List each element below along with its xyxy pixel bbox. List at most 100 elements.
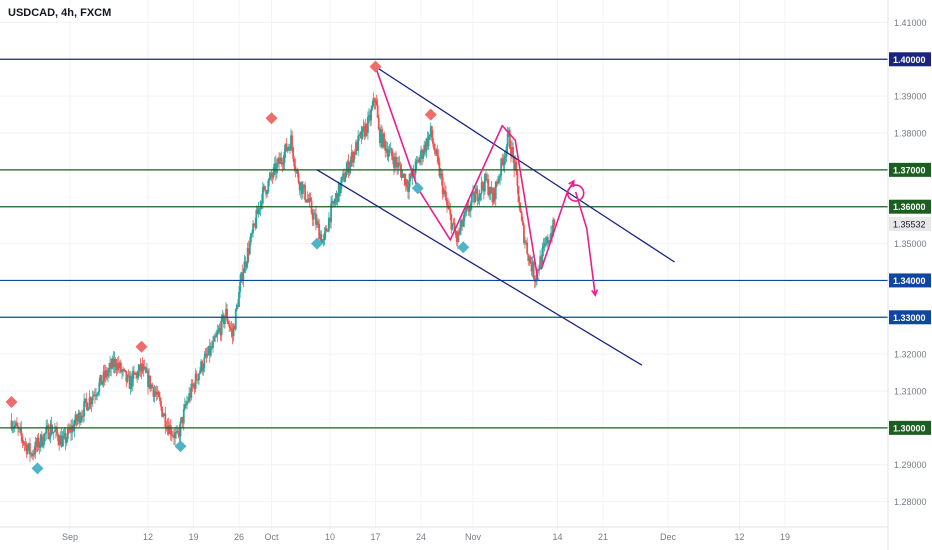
candle-body bbox=[135, 373, 137, 375]
pivot-markers bbox=[5, 60, 470, 475]
candle-body bbox=[510, 148, 512, 156]
candle-body bbox=[526, 242, 529, 254]
candle-body bbox=[40, 434, 43, 447]
candle-body bbox=[102, 371, 105, 382]
candle-body bbox=[259, 201, 262, 210]
candle-body bbox=[22, 441, 25, 444]
candle-body bbox=[373, 98, 376, 103]
candle-body bbox=[143, 366, 146, 368]
candle-body bbox=[420, 150, 422, 158]
candle-body bbox=[308, 198, 311, 202]
candle-body bbox=[330, 203, 332, 223]
candle-body bbox=[289, 146, 291, 151]
time-tick-label: 10 bbox=[325, 532, 335, 542]
candle-body bbox=[76, 418, 79, 422]
time-tick-label: Dec bbox=[660, 532, 677, 542]
candle-body bbox=[218, 328, 221, 330]
candle-body bbox=[352, 152, 355, 163]
candle-body bbox=[96, 394, 98, 396]
candle-body bbox=[163, 413, 166, 416]
price-tick-label: 1.31000 bbox=[894, 387, 927, 397]
candle-body bbox=[485, 174, 487, 180]
candle-body bbox=[402, 173, 405, 175]
candle-body bbox=[36, 437, 39, 447]
pivot-low-marker bbox=[174, 440, 187, 453]
candle-body bbox=[176, 431, 179, 433]
candle-body bbox=[107, 372, 109, 377]
candle-body bbox=[21, 435, 24, 442]
candle-body bbox=[551, 232, 553, 236]
candle-body bbox=[281, 162, 284, 165]
candle-body bbox=[351, 152, 354, 163]
level-price-label: 1.36000 bbox=[893, 202, 926, 212]
candle-body bbox=[463, 212, 466, 221]
candle-body bbox=[377, 117, 380, 130]
price-axis[interactable]: 1.28000 1.29000 1.31000 1.32000 1.35000 1.380… bbox=[887, 0, 932, 550]
candle-body bbox=[124, 369, 127, 372]
candle-body bbox=[514, 161, 517, 170]
candle-body bbox=[473, 191, 475, 203]
time-axis[interactable]: Sep 12 19 26 Oct 10 17 24 Nov 14 21 Dec 12 19 bbox=[0, 526, 888, 542]
price-tick-label: 1.35000 bbox=[894, 239, 927, 249]
candle-body bbox=[43, 434, 45, 445]
candle-body bbox=[362, 126, 365, 128]
candle-body bbox=[436, 149, 439, 157]
level-price-label: 1.30000 bbox=[893, 423, 926, 433]
candle-body bbox=[527, 253, 530, 262]
candle-body bbox=[539, 256, 542, 270]
candle-body bbox=[417, 159, 420, 163]
candle-body bbox=[479, 193, 482, 195]
candle-body bbox=[283, 151, 286, 163]
candle-body bbox=[268, 177, 271, 181]
candle-body bbox=[321, 240, 324, 244]
candle-body bbox=[380, 129, 382, 144]
candle-body bbox=[127, 375, 130, 377]
candle-body bbox=[467, 205, 470, 212]
candle-body bbox=[282, 162, 285, 165]
candle-body bbox=[494, 181, 497, 200]
candle-body bbox=[395, 156, 397, 163]
candle-body bbox=[476, 188, 479, 201]
candle-body bbox=[318, 223, 321, 240]
time-tick-label: 12 bbox=[143, 532, 153, 542]
candle-body bbox=[77, 412, 80, 419]
pivot-high-marker bbox=[265, 112, 278, 125]
chart-grid bbox=[0, 0, 888, 530]
candle-body bbox=[120, 362, 122, 372]
candle-body bbox=[515, 161, 518, 172]
candle-body bbox=[101, 381, 104, 385]
candle-body bbox=[121, 371, 123, 373]
candle-body bbox=[329, 217, 331, 223]
candle-body bbox=[144, 367, 147, 373]
level-price-label: 1.40000 bbox=[893, 55, 926, 65]
candle-body bbox=[528, 256, 531, 262]
time-tick-label: 19 bbox=[188, 532, 198, 542]
candle-body bbox=[287, 146, 290, 148]
candle-body bbox=[44, 433, 46, 435]
candle-body bbox=[378, 129, 381, 144]
candle-body bbox=[170, 434, 173, 436]
candle-body bbox=[125, 371, 128, 382]
candle-body bbox=[60, 435, 63, 447]
candle-body bbox=[319, 234, 322, 240]
candle-body bbox=[524, 241, 526, 243]
candle-body bbox=[445, 191, 447, 201]
candle-body bbox=[195, 373, 198, 380]
candle-body bbox=[64, 433, 67, 444]
candle-body bbox=[147, 370, 149, 387]
candle-body bbox=[412, 168, 415, 174]
candle-body bbox=[183, 404, 186, 410]
candle-body bbox=[426, 138, 429, 147]
candle-body bbox=[133, 371, 135, 373]
candle-body bbox=[552, 219, 555, 236]
candle-body bbox=[58, 441, 61, 446]
candle-body bbox=[298, 182, 301, 191]
candle-body bbox=[331, 200, 334, 204]
candle-body bbox=[189, 393, 192, 398]
candle-body bbox=[42, 444, 44, 447]
candle-body bbox=[451, 223, 454, 230]
time-tick-label: 19 bbox=[780, 532, 790, 542]
price-tick-label: 1.38000 bbox=[894, 129, 927, 139]
candle-body bbox=[430, 126, 433, 138]
